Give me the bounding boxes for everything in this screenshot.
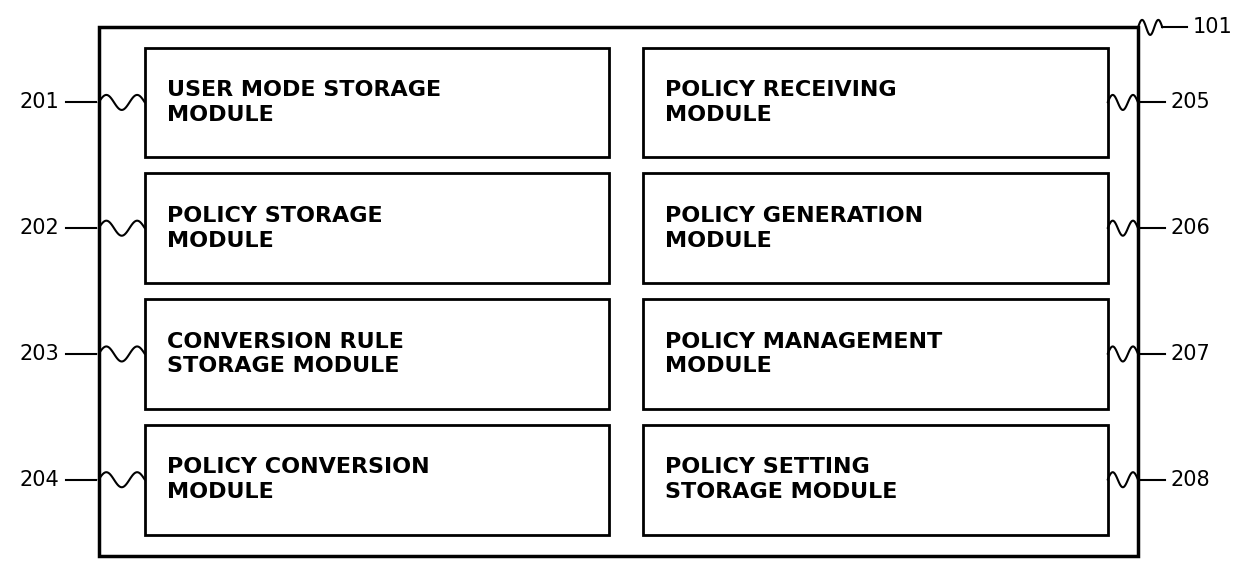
Text: 207: 207 <box>1171 344 1211 364</box>
Text: 208: 208 <box>1171 469 1211 490</box>
Text: POLICY CONVERSION
MODULE: POLICY CONVERSION MODULE <box>167 457 430 502</box>
Bar <box>643 173 1108 283</box>
Text: POLICY STORAGE
MODULE: POLICY STORAGE MODULE <box>167 206 383 250</box>
Text: 205: 205 <box>1171 92 1211 113</box>
Bar <box>145 173 610 283</box>
Bar <box>643 48 1108 157</box>
Bar <box>145 425 610 535</box>
Text: 202: 202 <box>20 218 59 238</box>
Text: 203: 203 <box>20 344 59 364</box>
Text: POLICY SETTING
STORAGE MODULE: POLICY SETTING STORAGE MODULE <box>665 457 897 502</box>
Text: 206: 206 <box>1171 218 1211 238</box>
Text: POLICY GENERATION
MODULE: POLICY GENERATION MODULE <box>665 206 923 250</box>
Bar <box>643 299 1108 409</box>
Text: POLICY RECEIVING
MODULE: POLICY RECEIVING MODULE <box>665 80 897 125</box>
Text: CONVERSION RULE
STORAGE MODULE: CONVERSION RULE STORAGE MODULE <box>167 332 404 376</box>
Text: USER MODE STORAGE
MODULE: USER MODE STORAGE MODULE <box>167 80 441 125</box>
Text: 201: 201 <box>20 92 59 113</box>
Text: 204: 204 <box>20 469 59 490</box>
Text: POLICY MANAGEMENT
MODULE: POLICY MANAGEMENT MODULE <box>665 332 943 376</box>
Bar <box>99 27 1139 557</box>
Bar <box>145 48 610 157</box>
Text: 101: 101 <box>1193 17 1233 37</box>
Bar <box>643 425 1108 535</box>
Bar <box>145 299 610 409</box>
